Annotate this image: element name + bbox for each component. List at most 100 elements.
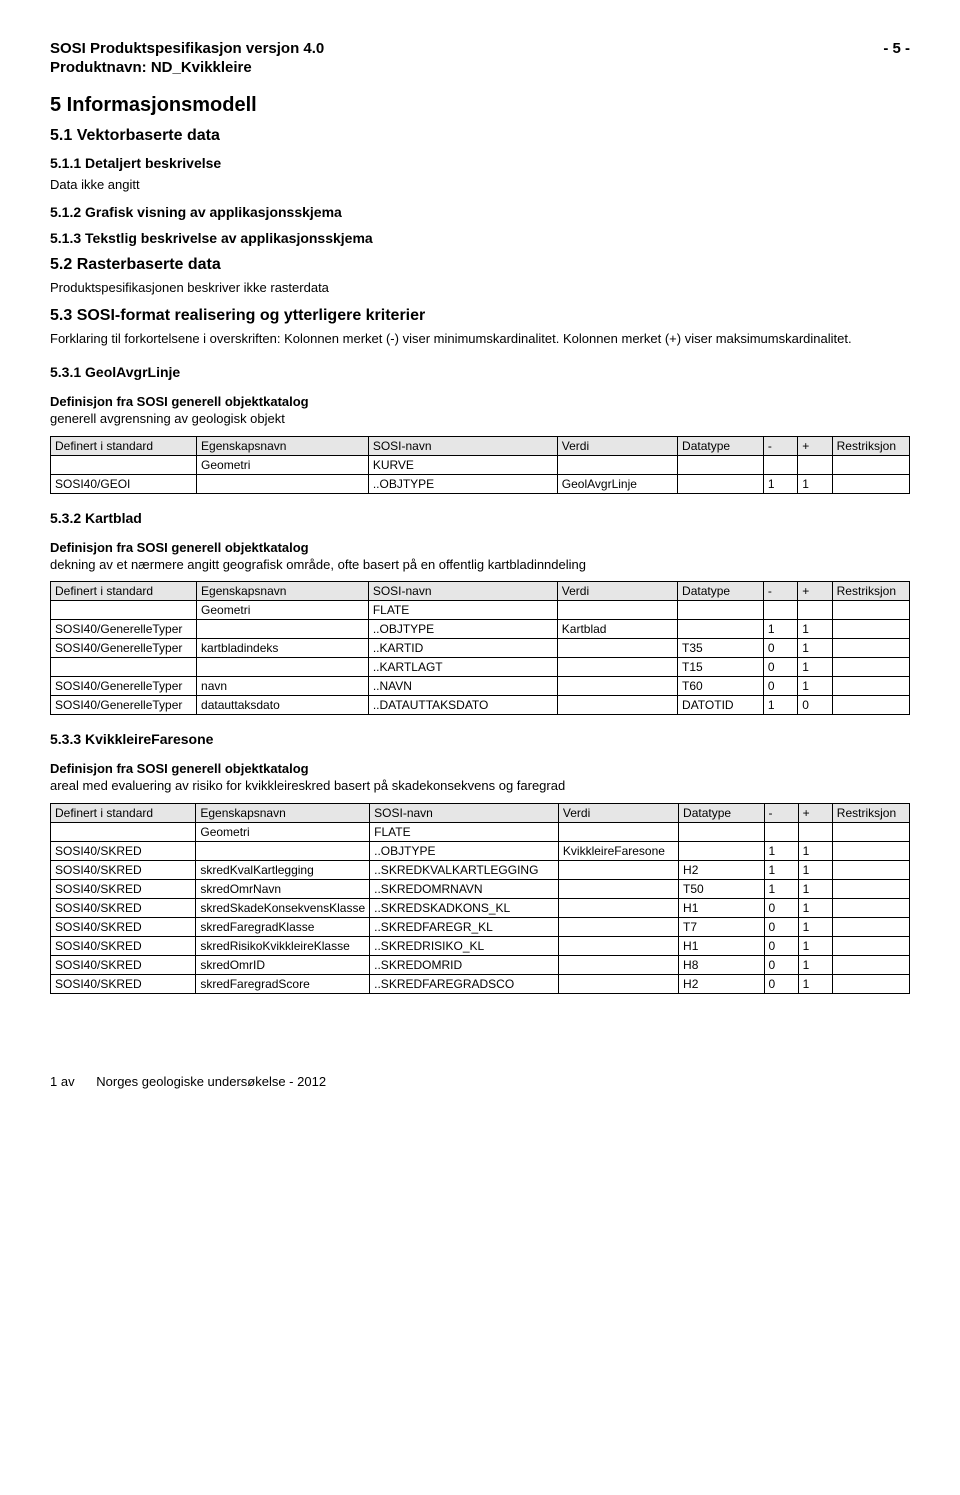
table-row: SOSI40/SKREDskredOmrNavn..SKREDOMRNAVNT5… (51, 880, 910, 899)
cell-egen: skredFaregradScore (196, 975, 370, 994)
heading-5-3-3: 5.3.3 KvikkleireFaresone (50, 731, 910, 747)
table-header-row: Definert i standard Egenskapsnavn SOSI-n… (51, 436, 910, 455)
heading-5-1-1: 5.1.1 Detaljert beskrivelse (50, 155, 910, 171)
th-verdi: Verdi (558, 804, 678, 823)
cell-std: SOSI40/SKRED (51, 899, 196, 918)
heading-5-3-1: 5.3.1 GeolAvgrLinje (50, 364, 910, 380)
cell-rest (832, 861, 909, 880)
text-5-1-1: Data ikke angitt (50, 177, 910, 194)
cell-p: 1 (798, 861, 832, 880)
th-minus: - (763, 436, 797, 455)
th-standard: Definert i standard (51, 804, 196, 823)
cell-p: 1 (798, 975, 832, 994)
cell-sosi: ..DATAUTTAKSDATO (368, 696, 557, 715)
cell-p: 1 (798, 880, 832, 899)
cell-std (51, 601, 197, 620)
cell-std: SOSI40/GenerelleTyper (51, 620, 197, 639)
table-header-row: Definert i standard Egenskapsnavn SOSI-n… (51, 582, 910, 601)
cell-egen (196, 842, 370, 861)
cell-egen: Geometri (197, 455, 369, 474)
table-row: SOSI40/GEOI..OBJTYPEGeolAvgrLinje11 (51, 474, 910, 493)
cell-egen: kartbladindeks (197, 639, 369, 658)
cell-sosi: ..OBJTYPE (368, 474, 557, 493)
cell-rest (832, 455, 909, 474)
cell-p: 0 (798, 696, 832, 715)
th-datatype: Datatype (678, 582, 764, 601)
cell-p: 1 (798, 842, 832, 861)
th-sosinavn: SOSI-navn (368, 436, 557, 455)
cell-std: SOSI40/SKRED (51, 861, 196, 880)
tbody-532: GeometriFLATESOSI40/GenerelleTyper..OBJT… (51, 601, 910, 715)
cell-m: 0 (763, 639, 797, 658)
th-plus: + (798, 582, 832, 601)
table-row: SOSI40/SKREDskredOmrID..SKREDOMRIDH801 (51, 956, 910, 975)
cell-rest (832, 880, 909, 899)
cell-dt: T50 (679, 880, 765, 899)
th-restriksjon: Restriksjon (832, 582, 909, 601)
cell-sosi: ..KARTLAGT (368, 658, 557, 677)
cell-rest (832, 899, 909, 918)
cell-std (51, 455, 197, 474)
cell-m: 0 (764, 899, 798, 918)
cell-sosi: ..SKREDRISIKO_KL (370, 937, 559, 956)
heading-5: 5 Informasjonsmodell (50, 94, 910, 117)
cell-verdi (558, 937, 678, 956)
cell-m: 1 (763, 620, 797, 639)
cell-rest (832, 696, 909, 715)
cell-m: 0 (764, 937, 798, 956)
cell-rest (832, 937, 909, 956)
th-datatype: Datatype (678, 436, 764, 455)
th-restriksjon: Restriksjon (832, 436, 909, 455)
cell-m: 1 (763, 696, 797, 715)
cell-p: 1 (798, 474, 832, 493)
cell-verdi: KvikkleireFaresone (558, 842, 678, 861)
table-row: SOSI40/SKRED..OBJTYPEKvikkleireFaresone1… (51, 842, 910, 861)
cell-p: 1 (798, 639, 832, 658)
table-row: GeometriKURVE (51, 455, 910, 474)
table-row: SOSI40/SKREDskredSkadeKonsekvensKlasse..… (51, 899, 910, 918)
cell-rest (832, 918, 909, 937)
cell-verdi (558, 861, 678, 880)
cell-dt (678, 601, 764, 620)
cell-dt: H1 (679, 937, 765, 956)
cell-rest (832, 677, 909, 696)
th-plus: + (798, 436, 832, 455)
page-number: - 5 - (883, 40, 910, 57)
th-minus: - (763, 582, 797, 601)
cell-verdi (558, 918, 678, 937)
th-standard: Definert i standard (51, 436, 197, 455)
th-standard: Definert i standard (51, 582, 197, 601)
cell-std: SOSI40/SKRED (51, 918, 196, 937)
cell-verdi (557, 639, 677, 658)
cell-egen (197, 658, 369, 677)
cell-verdi: Kartblad (557, 620, 677, 639)
cell-m: 1 (764, 880, 798, 899)
cell-m: 0 (764, 975, 798, 994)
table-row: SOSI40/SKREDskredFaregradKlasse..SKREDFA… (51, 918, 910, 937)
th-minus: - (764, 804, 798, 823)
cell-egen: skredOmrID (196, 956, 370, 975)
cell-verdi: GeolAvgrLinje (557, 474, 677, 493)
cell-p (798, 455, 832, 474)
cell-std: SOSI40/SKRED (51, 880, 196, 899)
table-row: SOSI40/SKREDskredKvalKartlegging..SKREDK… (51, 861, 910, 880)
doc-subtitle: Produktnavn: ND_Kvikkleire (50, 59, 910, 76)
cell-rest (832, 842, 909, 861)
cell-sosi: ..SKREDOMRNAVN (370, 880, 559, 899)
cell-p: 1 (798, 899, 832, 918)
table-row: SOSI40/SKREDskredFaregradScore..SKREDFAR… (51, 975, 910, 994)
cell-dt (678, 620, 764, 639)
cell-verdi (557, 601, 677, 620)
cell-dt: T35 (678, 639, 764, 658)
cell-sosi: ..OBJTYPE (368, 620, 557, 639)
th-sosinavn: SOSI-navn (368, 582, 557, 601)
cell-rest (832, 474, 909, 493)
table-header-row: Definert i standard Egenskapsnavn SOSI-n… (51, 804, 910, 823)
cell-sosi: ..SKREDSKADKONS_KL (370, 899, 559, 918)
cell-verdi (557, 658, 677, 677)
cell-egen: navn (197, 677, 369, 696)
page-footer: 1 av Norges geologiske undersøkelse - 20… (50, 1074, 910, 1089)
cell-verdi (557, 696, 677, 715)
cell-std: SOSI40/GenerelleTyper (51, 639, 197, 658)
cell-dt: H2 (679, 861, 765, 880)
